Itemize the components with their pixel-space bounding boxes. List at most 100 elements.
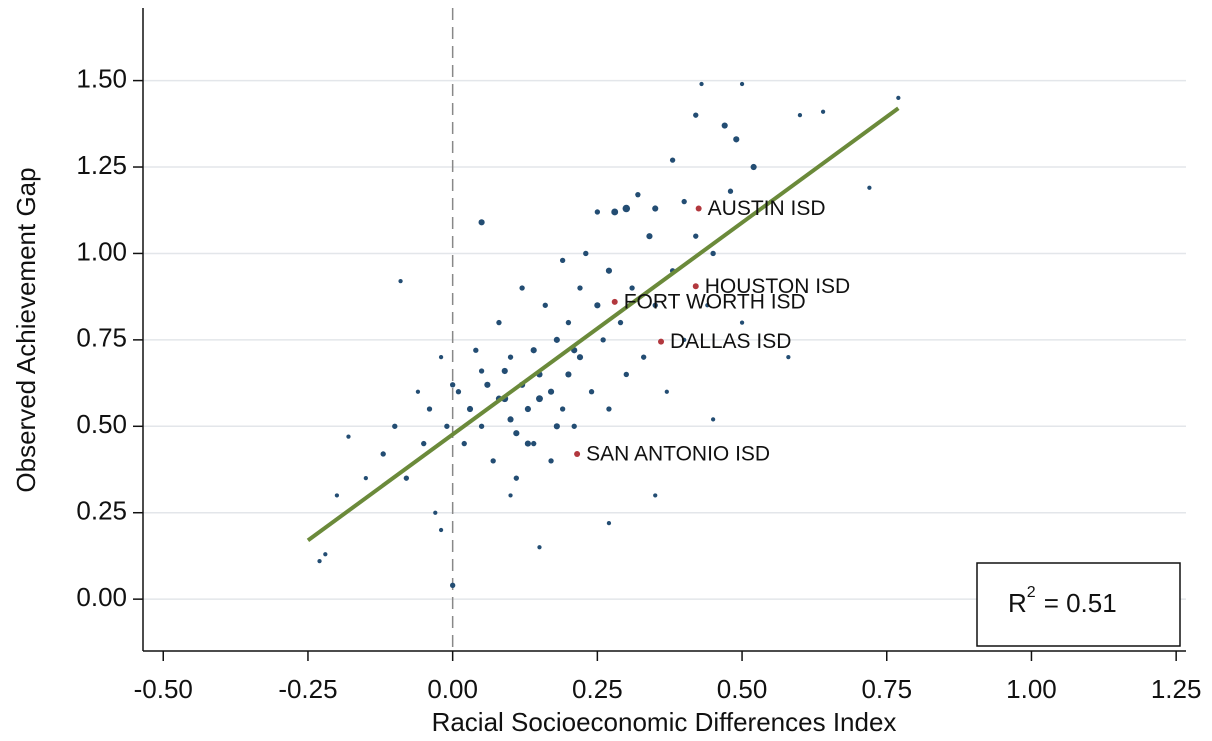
labeled-point — [574, 450, 581, 457]
point — [565, 319, 572, 326]
x-tick-label: 0.25 — [572, 674, 623, 704]
point — [531, 440, 537, 447]
point — [530, 347, 537, 354]
point — [553, 336, 560, 343]
r2-symbol: R — [1008, 588, 1027, 618]
point — [484, 381, 491, 388]
point — [513, 430, 520, 437]
grid — [143, 79, 1186, 600]
point — [652, 302, 658, 308]
point — [542, 302, 548, 308]
point — [606, 520, 612, 526]
point — [669, 157, 676, 163]
point — [421, 440, 427, 447]
point — [727, 188, 734, 194]
point — [415, 389, 421, 394]
point — [466, 405, 474, 413]
point — [519, 285, 525, 291]
point — [594, 302, 601, 309]
point — [867, 185, 872, 190]
point — [653, 493, 658, 498]
point — [524, 405, 531, 413]
point — [426, 406, 433, 412]
point — [478, 423, 485, 429]
point — [496, 319, 502, 326]
point — [611, 208, 619, 216]
point — [705, 303, 710, 308]
point — [449, 582, 456, 588]
y-axis-title: Observed Achievement Gap — [11, 167, 41, 492]
point — [403, 475, 410, 481]
y-tick-label: 1.25 — [76, 150, 127, 180]
r2-text: R2 = 0.51 — [1008, 584, 1117, 618]
point — [594, 209, 601, 215]
x-tick-label: -0.50 — [134, 674, 193, 704]
r2-superscript: 2 — [1027, 584, 1036, 601]
labeled-point — [658, 338, 665, 345]
point — [553, 423, 560, 430]
point — [710, 417, 716, 422]
point — [392, 423, 398, 429]
point — [490, 458, 496, 464]
point — [896, 95, 901, 101]
point — [646, 233, 653, 240]
r2-value: = 0.51 — [1044, 588, 1117, 618]
point-label: AUSTIN ISD — [708, 197, 826, 220]
point — [508, 493, 513, 498]
point — [739, 320, 745, 325]
y-tick-label: 0.50 — [76, 409, 127, 439]
point — [693, 233, 699, 239]
point — [524, 440, 531, 447]
r2-box — [976, 562, 1181, 647]
point — [478, 219, 485, 226]
x-tick-label: 0.00 — [427, 674, 478, 704]
point — [513, 475, 519, 481]
x-tick-label: 0.75 — [861, 674, 912, 704]
point — [380, 451, 386, 457]
point — [710, 250, 716, 257]
point — [600, 337, 606, 343]
point — [507, 416, 514, 423]
point — [606, 406, 612, 412]
point — [438, 355, 444, 360]
labeled-point — [692, 283, 699, 290]
point — [640, 354, 647, 360]
point — [449, 382, 456, 388]
point-label: FORT WORTH ISD — [624, 290, 806, 313]
point-label: SAN ANTONIO ISD — [586, 442, 770, 465]
point — [733, 136, 740, 143]
point — [577, 285, 583, 291]
point-label: DALLAS ISD — [670, 330, 791, 353]
x-tick-label: 1.00 — [1006, 674, 1057, 704]
labeled-point — [611, 298, 618, 305]
point — [334, 493, 340, 498]
point — [699, 81, 704, 87]
point — [507, 354, 514, 360]
point — [323, 552, 328, 557]
point — [605, 267, 613, 274]
point — [635, 192, 641, 198]
point — [548, 458, 554, 464]
point — [444, 423, 450, 429]
point — [433, 510, 438, 515]
point-label: HOUSTON ISD — [705, 275, 850, 298]
point — [681, 198, 687, 205]
point — [664, 389, 669, 394]
point — [571, 423, 577, 429]
point — [693, 112, 699, 118]
point — [739, 81, 745, 87]
point — [398, 278, 403, 284]
point — [721, 122, 728, 129]
x-axis-title: Racial Socioeconomic Differences Index — [432, 707, 897, 737]
point — [623, 371, 629, 378]
point — [536, 395, 543, 403]
point — [682, 337, 687, 342]
y-tick-label: 1.50 — [76, 63, 127, 93]
x-tick-label: 1.25 — [1151, 674, 1202, 704]
point — [576, 354, 584, 361]
y-tick-label: 0.25 — [76, 496, 127, 526]
point — [565, 371, 572, 378]
point — [346, 434, 351, 439]
point — [559, 406, 566, 412]
